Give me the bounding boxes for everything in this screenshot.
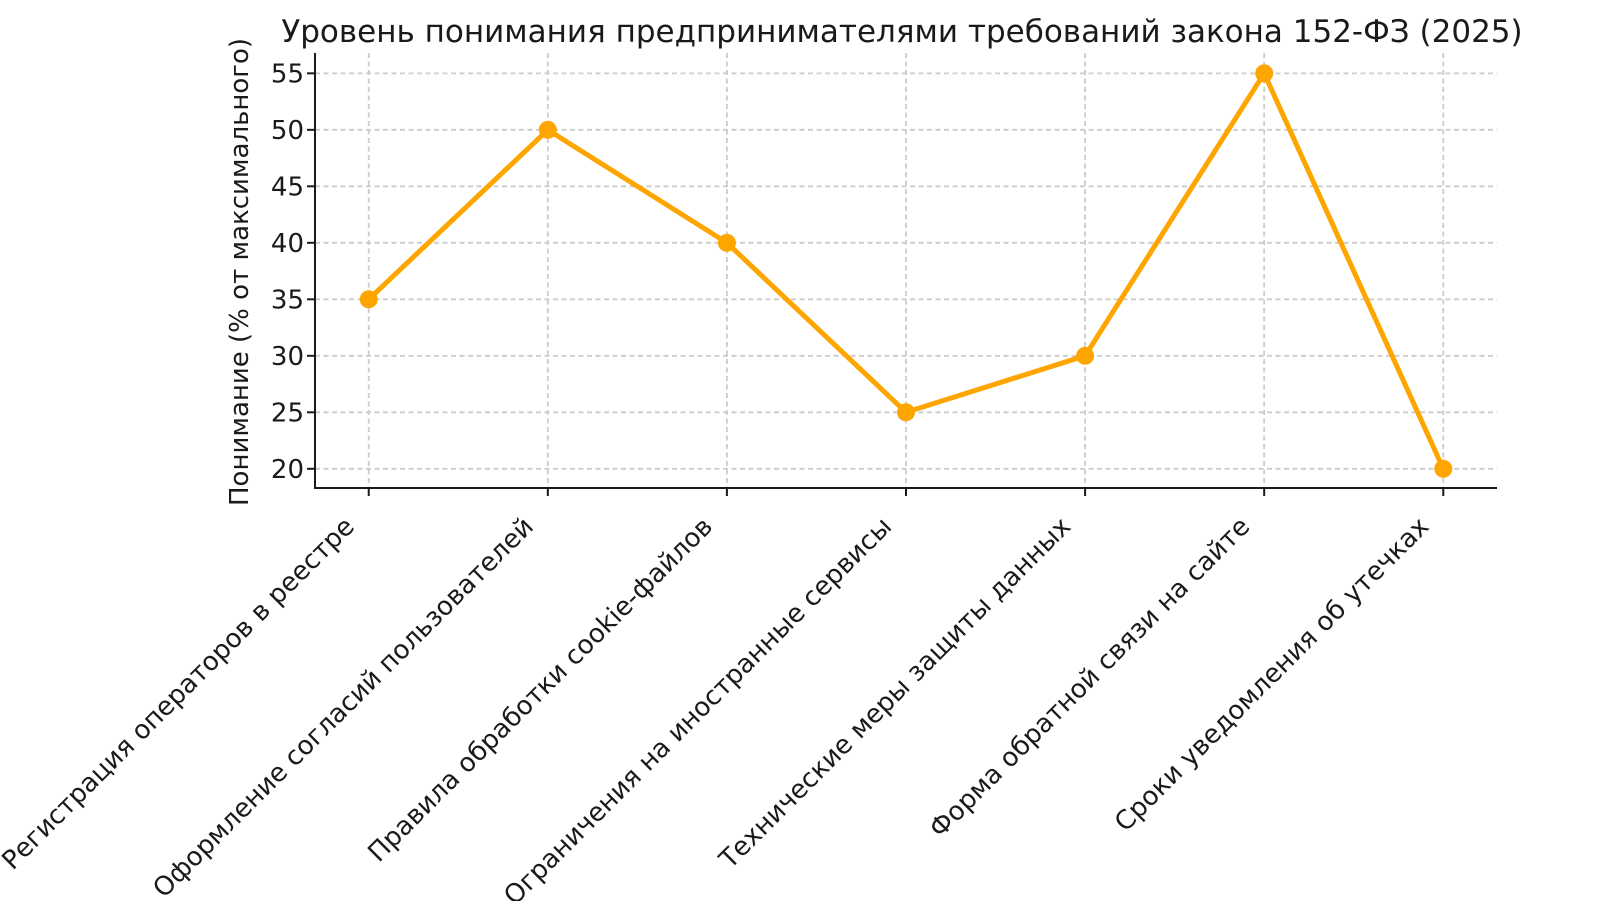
axis-layer bbox=[307, 53, 1497, 496]
chart-title: Уровень понимания предпринимателями треб… bbox=[281, 14, 1522, 50]
y-tick-label: 50 bbox=[271, 116, 304, 146]
x-tick-label: Сроки уведомления об утечках bbox=[1109, 512, 1435, 838]
x-tick-label: Технические меры защиты данных bbox=[713, 512, 1077, 876]
data-point bbox=[1076, 346, 1095, 365]
y-axis-label: Понимание (% от максимального) bbox=[225, 38, 255, 506]
y-tick-label: 20 bbox=[271, 455, 304, 485]
x-tick-label: Форма обратной связи на сайте bbox=[924, 512, 1256, 844]
y-tick-label: 55 bbox=[271, 59, 304, 89]
y-tick-label: 40 bbox=[271, 229, 304, 259]
y-tick-label: 35 bbox=[271, 285, 304, 315]
data-point bbox=[359, 290, 378, 309]
x-tick-label: Оформление согласий пользователей bbox=[148, 512, 540, 901]
y-tick-label: 45 bbox=[271, 172, 304, 202]
data-point bbox=[1434, 459, 1453, 478]
x-tick-label: Регистрация операторов в реестре bbox=[0, 512, 361, 876]
x-tick-label: Правила обработки cookie-файлов bbox=[362, 512, 718, 868]
data-point bbox=[1255, 64, 1274, 83]
x-tick-label: Ограничения на иностранные сервисы bbox=[498, 512, 898, 901]
data-point bbox=[717, 233, 736, 252]
data-series bbox=[359, 64, 1453, 478]
data-point bbox=[897, 403, 915, 422]
y-tick-label: 25 bbox=[271, 398, 304, 428]
grid-layer bbox=[315, 53, 1497, 488]
data-point bbox=[538, 120, 557, 139]
y-tick-label: 30 bbox=[271, 342, 304, 372]
